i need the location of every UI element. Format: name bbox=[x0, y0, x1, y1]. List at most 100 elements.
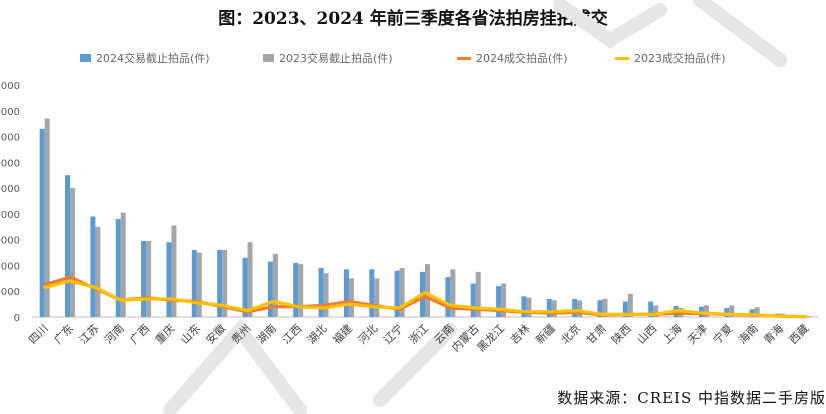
x-tick-label: 广西 bbox=[127, 322, 152, 347]
bar-2024 bbox=[648, 301, 654, 317]
legend-swatch-orange-line bbox=[457, 56, 471, 60]
x-tick-label: 西藏 bbox=[787, 322, 812, 347]
bar-2024 bbox=[394, 270, 400, 317]
bar-2024 bbox=[724, 307, 730, 317]
bar-2024 bbox=[267, 261, 273, 317]
x-tick-label: 湖北 bbox=[305, 322, 330, 347]
bar-2024 bbox=[318, 268, 324, 317]
x-tick-label: 内蒙古 bbox=[449, 321, 482, 354]
bar-2024 bbox=[496, 286, 502, 317]
y-tick-label: 0 bbox=[14, 313, 20, 324]
bar-2024 bbox=[65, 175, 71, 317]
bar-2024 bbox=[242, 257, 248, 317]
legend-item-2024-bar: 2024交易截止拍品(件) bbox=[80, 50, 210, 66]
bar-2024 bbox=[521, 296, 527, 317]
legend-swatch-yellow-line bbox=[615, 56, 629, 60]
bar-2023 bbox=[120, 212, 126, 317]
bar-2024 bbox=[166, 242, 172, 317]
bar-2023 bbox=[95, 226, 101, 317]
bar-2024 bbox=[572, 298, 578, 317]
bar-2023 bbox=[323, 273, 329, 317]
y-tick-label: 30000 bbox=[0, 236, 20, 247]
bar-2023 bbox=[602, 298, 608, 317]
bar-2023 bbox=[171, 225, 177, 317]
bar-2024 bbox=[546, 298, 552, 317]
y-tick-label: 40000 bbox=[0, 210, 20, 221]
x-tick-label: 天津 bbox=[685, 322, 710, 347]
bar-2024 bbox=[622, 301, 628, 317]
x-tick-label: 河南 bbox=[102, 322, 127, 347]
bar-2023 bbox=[729, 305, 735, 317]
x-tick-label: 上海 bbox=[659, 321, 684, 346]
legend-label: 2024交易截止拍品(件) bbox=[96, 52, 210, 65]
x-tick-label: 黑龙江 bbox=[475, 322, 508, 355]
bar-2024 bbox=[369, 269, 375, 317]
bar-2023 bbox=[475, 271, 481, 317]
legend: 2024交易截止拍品(件) 2023交易截止拍品(件) 2024成交拍品(件) … bbox=[80, 50, 820, 66]
x-tick-label: 四川 bbox=[26, 322, 51, 347]
x-tick-label: 海南 bbox=[735, 321, 760, 346]
bar-2023 bbox=[627, 293, 633, 317]
legend-label: 2023交易截止拍品(件) bbox=[279, 52, 393, 65]
bar-2023 bbox=[196, 252, 202, 317]
x-tick-label: 山东 bbox=[178, 322, 203, 347]
x-tick-label: 新疆 bbox=[532, 321, 557, 346]
y-tick-label: 20000 bbox=[0, 261, 20, 272]
y-tick-label: 10000 bbox=[0, 287, 20, 298]
bar-2023 bbox=[146, 240, 152, 317]
x-tick-label: 福建 bbox=[330, 321, 355, 346]
legend-label: 2024成交拍品(件) bbox=[476, 52, 568, 65]
x-tick-label: 江西 bbox=[280, 322, 305, 347]
y-tick-label: 50000 bbox=[0, 184, 20, 195]
bar-2024 bbox=[115, 219, 121, 317]
x-tick-label: 青海 bbox=[761, 321, 786, 346]
bar-2023 bbox=[272, 253, 278, 317]
x-tick-label: 浙江 bbox=[406, 322, 431, 347]
bar-2023 bbox=[805, 315, 811, 317]
data-source-note: 数据来源：CREIS 中指数据二手房版 bbox=[557, 389, 826, 407]
x-tick-label: 安徽 bbox=[203, 321, 228, 346]
x-tick-label: 山西 bbox=[635, 322, 660, 347]
bar-2023 bbox=[298, 264, 304, 317]
y-tick-label: 80000 bbox=[0, 107, 20, 118]
x-tick-label: 河北 bbox=[356, 322, 381, 347]
bar-2023 bbox=[425, 264, 430, 317]
x-tick-label: 吉林 bbox=[507, 321, 532, 346]
legend-swatch-blue-bar bbox=[80, 54, 91, 62]
y-tick-label: 90000 bbox=[0, 81, 20, 92]
chart-title: 图：2023、2024 年前三季度各省法拍房挂拍成交 bbox=[218, 9, 608, 29]
bar-2023 bbox=[222, 249, 228, 317]
bar-2023 bbox=[754, 307, 760, 317]
bar-2024 bbox=[141, 240, 147, 317]
bar-2023 bbox=[551, 300, 557, 317]
x-tick-label: 湖南 bbox=[254, 322, 279, 347]
bar-2024 bbox=[343, 269, 349, 317]
line-2023-deals bbox=[43, 279, 807, 319]
x-tick-label: 重庆 bbox=[152, 321, 177, 346]
bar-2023 bbox=[44, 118, 50, 317]
bar-2024 bbox=[470, 283, 476, 317]
bar-2024 bbox=[191, 249, 197, 317]
bar-2023 bbox=[577, 300, 583, 317]
bar-2024 bbox=[293, 262, 299, 317]
bar-2024 bbox=[597, 300, 603, 317]
bar-2023 bbox=[374, 278, 380, 317]
y-tick-label: 70000 bbox=[0, 133, 20, 144]
y-tick-label: 60000 bbox=[0, 158, 20, 169]
bar-2023 bbox=[399, 268, 405, 317]
bar-2023 bbox=[501, 283, 507, 317]
legend-item-2024-line: 2024成交拍品(件) bbox=[457, 50, 568, 66]
bar-2024 bbox=[217, 249, 223, 317]
x-tick-label: 陕西 bbox=[609, 321, 634, 346]
x-tick-label: 江苏 bbox=[77, 322, 102, 347]
x-tick-label: 贵州 bbox=[229, 322, 254, 347]
bar-2023 bbox=[348, 278, 354, 317]
bar-2024 bbox=[749, 309, 755, 317]
bar-2024 bbox=[90, 216, 96, 317]
x-tick-label: 甘肃 bbox=[584, 322, 609, 347]
bar-2024 bbox=[445, 277, 451, 317]
legend-item-2023-bar: 2023交易截止拍品(件) bbox=[263, 50, 393, 66]
x-tick-label: 宁夏 bbox=[710, 321, 735, 346]
bar-2023 bbox=[526, 297, 532, 317]
